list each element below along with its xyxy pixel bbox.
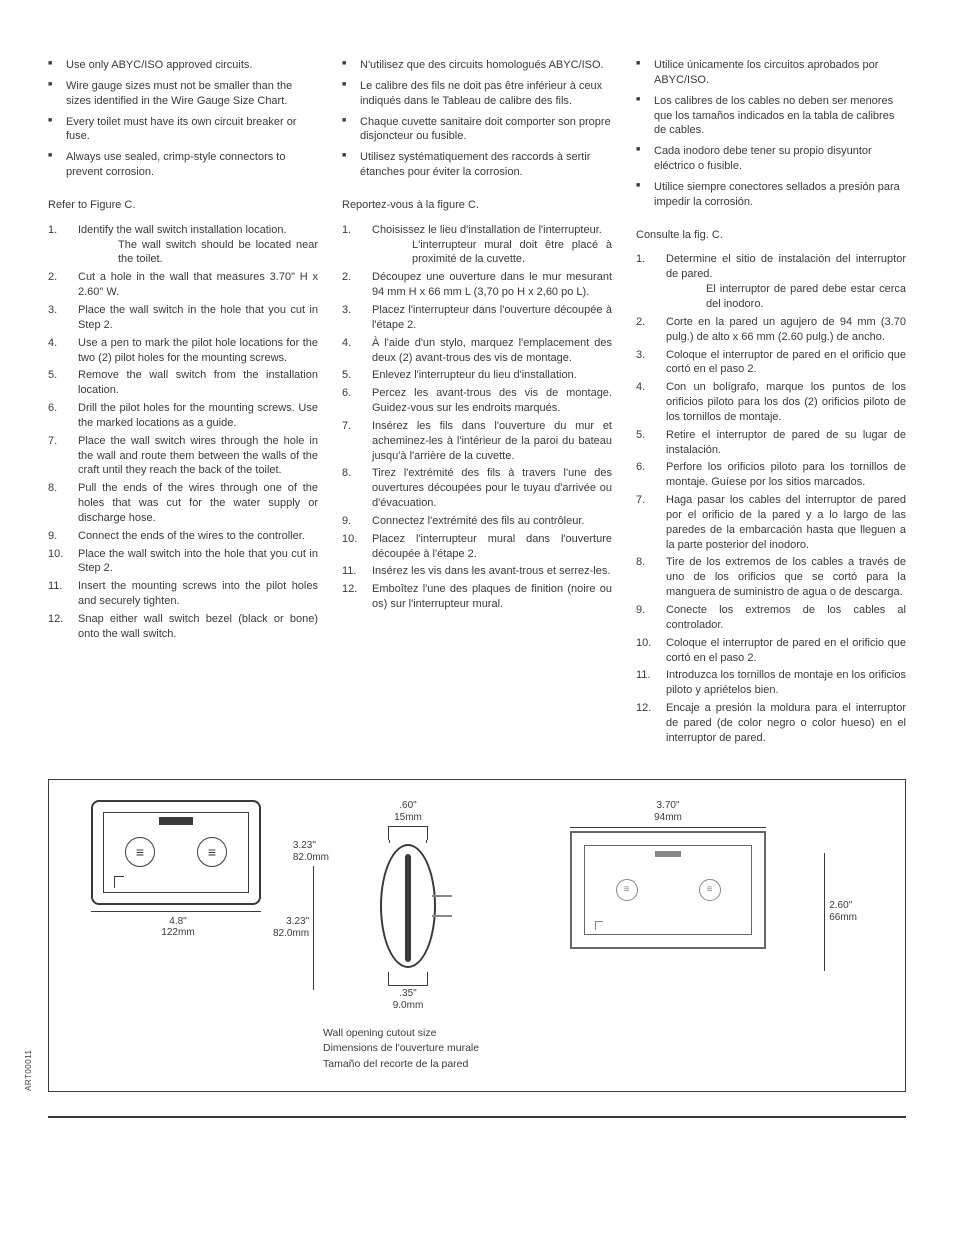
corner-shape-icon [114,876,124,888]
brand-bar-icon [159,817,193,825]
dimension-vertical-cutout: 2.60"66mm [824,853,857,971]
dimension-vertical-side: 3.23"82.0mm [273,866,314,990]
figure-c-box: ART00011 3.23"82.0mm 4.8"122 [48,779,906,1092]
column-fr: N'utilisez que des circuits homologués A… [342,58,612,749]
bullet-list-fr: N'utilisez que des circuits homologués A… [342,58,612,180]
bullet-list-en: Use only ABYC/ISO approved circuits. Wir… [48,58,318,180]
step-item: Choisissez le lieu d'installation de l'i… [342,223,612,268]
column-es: Utilice únicamente los circuitos aprobad… [636,58,906,749]
bullet-item: Use only ABYC/ISO approved circuits. [48,58,318,73]
step-item: Drill the pilot holes for the mounting s… [48,401,318,431]
step-item: Insérez les vis dans les avant-trous et … [342,564,612,579]
step-item: Determine el sitio de instalación del in… [636,252,906,311]
step-item: Place the wall switch in the hole that y… [48,303,318,333]
bullet-item: Utilice siempre conectores sellados a pr… [636,180,906,210]
step-item: Identify the wall switch installation lo… [48,223,318,268]
bullet-item: Utilice únicamente los circuitos aprobad… [636,58,906,88]
step-item: Corte en la pared un agujero de 94 mm (3… [636,315,906,345]
step-item: Connectez l'extrémité des fils au contrô… [342,514,612,529]
figure-reference-en: Refer to Figure C. [48,198,318,213]
button-circle-icon [699,879,721,901]
step-item: Placez l'interrupteur dans l'ouverture d… [342,303,612,333]
cutout-caption: Wall opening cutout size Dimensions de l… [323,1026,493,1073]
step-item: Retire el interruptor de pared de su lug… [636,428,906,458]
step-item: Snap either wall switch bezel (black or … [48,612,318,642]
page-bottom-rule [48,1116,906,1118]
bullet-item: Cada inodoro debe tener su propio disyun… [636,144,906,174]
step-item: Use a pen to mark the pilot hole locatio… [48,336,318,366]
bullet-item: Always use sealed, crimp-style connector… [48,150,318,180]
step-item: Encaje a presión la moldura para el inte… [636,701,906,746]
button-circle-icon [125,837,155,867]
step-item: Introduzca los tornillos de montaje en l… [636,668,906,698]
diagram-front-panel: 3.23"82.0mm 4.8"122mm [73,800,283,938]
step-list-es: Determine el sitio de instalación del in… [636,252,906,745]
corner-shape-icon [595,921,603,930]
dimension-bottom-side: .35"9.0mm [323,972,493,1012]
step-item: Haga pasar los cables del interruptor de… [636,493,906,552]
step-item: Découpez une ouverture dans le mur mesur… [342,270,612,300]
step-item: Place the wall switch into the hole that… [48,547,318,577]
three-column-layout: Use only ABYC/ISO approved circuits. Wir… [48,58,906,749]
step-item: Cut a hole in the wall that measures 3.7… [48,270,318,300]
step-item: Conecte los extremos de los cables al co… [636,603,906,633]
step-item: Coloque el interruptor de pared en el or… [636,348,906,378]
step-item: Enlevez l'interrupteur du lieu d'install… [342,368,612,383]
diagram-wall-cutout: 3.70"94mm 2.60"66mm [533,800,803,949]
step-note: El interruptor de pared debe estar cerca… [666,282,906,312]
panel-outer-frame [91,800,261,905]
step-item: Insérez les fils dans l'ouverture du mur… [342,419,612,464]
bullet-list-es: Utilice únicamente los circuitos aprobad… [636,58,906,210]
step-item: Perfore los orificios piloto para los to… [636,460,906,490]
step-item: Con un bolígrafo, marque los puntos de l… [636,380,906,425]
column-en: Use only ABYC/ISO approved circuits. Wir… [48,58,318,749]
step-item: À l'aide d'un stylo, marquez l'emplaceme… [342,336,612,366]
dimension-top-side: .60"15mm [323,800,493,840]
cutout-inner-frame [584,845,752,935]
step-list-en: Identify the wall switch installation lo… [48,223,318,642]
step-item: Emboîtez l'une des plaques de finition (… [342,582,612,612]
step-item: Tirez l'extrémité des fils à travers l'u… [342,466,612,511]
step-note: The wall switch should be located near t… [78,238,318,268]
art-code-label: ART00011 [24,1049,33,1091]
step-item: Remove the wall switch from the installa… [48,368,318,398]
cutout-outer-frame [570,831,766,949]
step-item: Place the wall switch wires through the … [48,434,318,479]
bullet-item: Chaque cuvette sanitaire doit comporter … [342,115,612,145]
step-item: Percez les avant-trous des vis de montag… [342,386,612,416]
side-oval-icon [380,844,436,968]
button-circle-icon [197,837,227,867]
step-item: Pull the ends of the wires through one o… [48,481,318,526]
step-item: Insert the mounting screws into the pilo… [48,579,318,609]
diagram-side-profile: .60"15mm 3.23"82.0mm .35"9.0mm Wall open… [323,800,493,1073]
figure-reference-es: Consulte la fig. C. [636,228,906,243]
bullet-item: Le calibre des fils ne doit pas être inf… [342,79,612,109]
panel-inner-frame [103,812,249,893]
step-list-fr: Choisissez le lieu d'installation de l'i… [342,223,612,612]
step-item: Connect the ends of the wires to the con… [48,529,318,544]
figure-reference-fr: Reportez-vous à la figure C. [342,198,612,213]
bullet-item: N'utilisez que des circuits homologués A… [342,58,612,73]
dimension-top-cutout: 3.70"94mm [533,800,803,828]
brand-bar-icon [655,851,681,857]
step-note: L'interrupteur mural doit être placé à p… [372,238,612,268]
button-circle-icon [616,879,638,901]
step-item: Placez l'interrupteur mural dans l'ouver… [342,532,612,562]
bullet-item: Los calibres de los cables no deben ser … [636,94,906,139]
bullet-item: Wire gauge sizes must not be smaller tha… [48,79,318,109]
step-item: Tire de los extremos de los cables a tra… [636,555,906,600]
dimension-horizontal-panel: 4.8"122mm [73,911,283,938]
bullet-item: Every toilet must have its own circuit b… [48,115,318,145]
step-item: Coloque el interruptor de pared en el or… [636,636,906,666]
bullet-item: Utilisez systématiquement des raccords à… [342,150,612,180]
